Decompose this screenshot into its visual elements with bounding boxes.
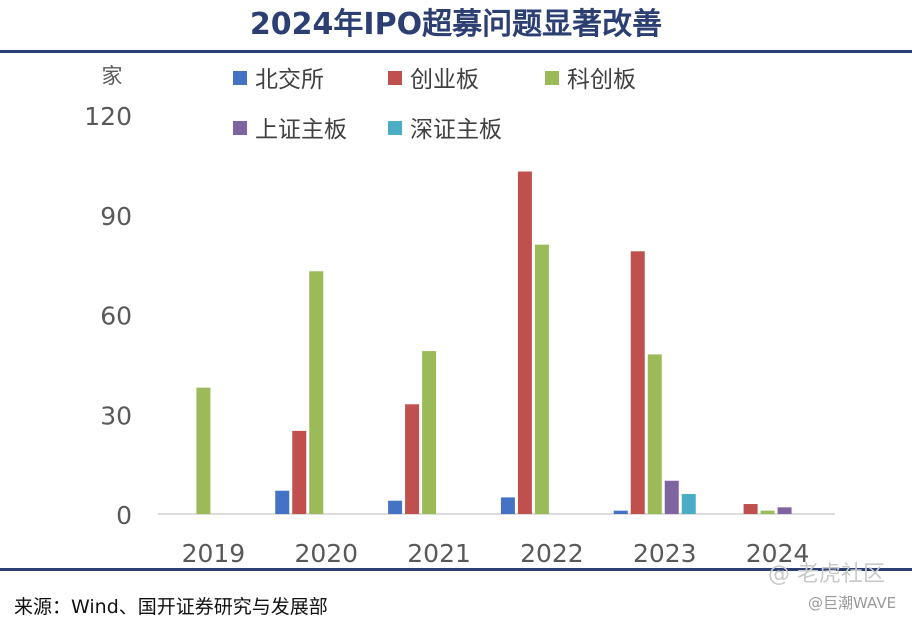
y-tick-label: 120 bbox=[84, 102, 132, 131]
x-tick-label: 2023 bbox=[633, 539, 697, 565]
legend-swatch bbox=[388, 71, 402, 85]
watermark-primary: @ 老虎社区 bbox=[768, 562, 885, 587]
footer-rule bbox=[0, 568, 912, 571]
x-tick-label: 2021 bbox=[407, 539, 471, 565]
x-tick-label: 2019 bbox=[182, 539, 246, 565]
bar-北交所 bbox=[613, 510, 628, 514]
bar-上证主板 bbox=[664, 480, 679, 514]
bar-创业板 bbox=[517, 171, 532, 514]
y-tick-label: 30 bbox=[100, 401, 132, 430]
x-tick-label: 2020 bbox=[294, 539, 358, 565]
legend-swatch bbox=[388, 121, 402, 135]
legend-swatch bbox=[233, 121, 247, 135]
y-tick-label: 90 bbox=[100, 202, 132, 231]
legend-label: 深证主板 bbox=[410, 117, 502, 143]
bar-北交所 bbox=[500, 497, 515, 514]
x-tick-label: 2024 bbox=[746, 539, 810, 565]
bar-创业板 bbox=[405, 404, 420, 514]
chart-title: 2024年IPO超募问题显著改善 bbox=[249, 7, 663, 42]
bar-北交所 bbox=[275, 490, 290, 514]
y-tick-label: 0 bbox=[116, 501, 132, 530]
bar-科创板 bbox=[422, 351, 437, 514]
bar-北交所 bbox=[388, 500, 403, 514]
bar-科创板 bbox=[196, 387, 211, 514]
bar-创业板 bbox=[292, 430, 307, 514]
x-tick-label: 2022 bbox=[520, 539, 584, 565]
bar-科创板 bbox=[647, 354, 662, 514]
legend-label: 北交所 bbox=[255, 67, 324, 93]
bar-科创板 bbox=[760, 510, 775, 514]
legend-label: 上证主板 bbox=[255, 117, 347, 143]
y-axis-unit-label: 家 bbox=[102, 64, 123, 88]
bar-chart: 家 0 30 60 90 120 2019 2020 2021 2022 2023 2024 北交所 创业… bbox=[84, 64, 835, 565]
legend-label: 创业板 bbox=[410, 67, 479, 93]
legend-swatch bbox=[233, 71, 247, 85]
bar-上证主板 bbox=[777, 507, 792, 514]
bar-科创板 bbox=[309, 271, 324, 514]
bar-创业板 bbox=[630, 251, 645, 514]
bar-深证主板 bbox=[681, 494, 696, 514]
watermark-secondary: @巨潮WAVE bbox=[808, 594, 897, 612]
source-note: 来源：Wind、国开证券研究与发展部 bbox=[14, 596, 328, 618]
y-tick-label: 60 bbox=[100, 302, 132, 331]
bar-创业板 bbox=[743, 504, 758, 514]
legend-label: 科创板 bbox=[567, 67, 636, 93]
title-rule bbox=[0, 50, 912, 53]
bar-科创板 bbox=[534, 244, 549, 515]
legend-swatch bbox=[545, 71, 559, 85]
